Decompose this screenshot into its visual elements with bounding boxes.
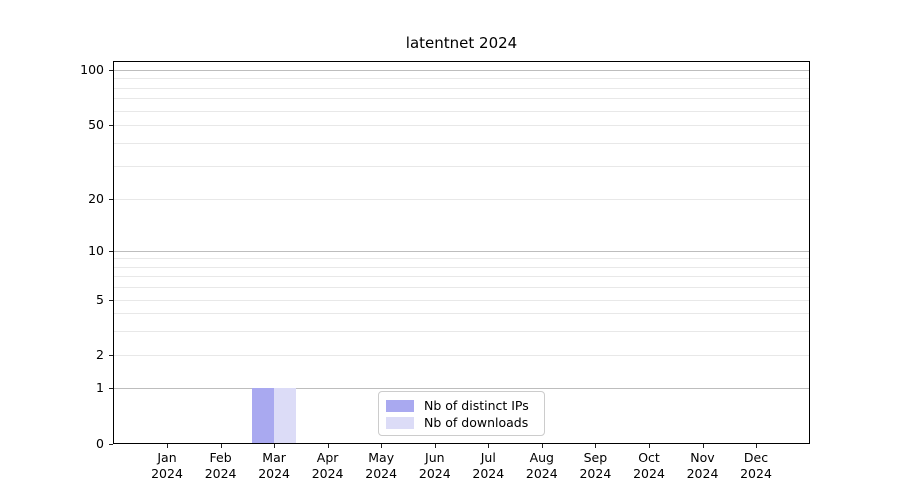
x-tick: [649, 444, 650, 448]
x-tick-label: May 2024: [346, 450, 416, 482]
x-tick-label-year: 2024: [740, 466, 772, 481]
gridline-minor: [114, 87, 809, 89]
y-tick: [109, 355, 113, 356]
y-tick: [109, 300, 113, 301]
y-tick: [109, 251, 113, 252]
y-tick: [109, 125, 113, 126]
x-tick-label: Dec 2024: [721, 450, 791, 482]
y-tick-label: 20: [88, 191, 104, 206]
x-tick-label-year: 2024: [258, 466, 290, 481]
x-tick: [327, 444, 329, 448]
x-tick: [488, 444, 490, 448]
x-tick-label: Apr 2024: [293, 450, 363, 482]
x-tick: [167, 444, 168, 448]
x-tick-label-month: Sep: [583, 450, 608, 465]
gridline-minor: [114, 355, 809, 356]
y-tick-label: 10: [88, 243, 104, 258]
x-tick: [381, 444, 383, 448]
x-tick: [434, 444, 436, 448]
gridline-minor: [114, 330, 809, 332]
gridline-minor: [114, 110, 809, 112]
chart-title: latentnet 2024: [405, 34, 518, 52]
legend-label: Nb of distinct IPs: [424, 398, 529, 413]
y-tick: [109, 199, 113, 200]
y-tick: [109, 388, 113, 389]
gridline-minor: [114, 125, 809, 126]
gridline-minor: [114, 287, 809, 289]
legend-label: Nb of downloads: [424, 415, 529, 430]
x-tick-label: Aug 2024: [507, 450, 577, 482]
y-tick-label: 0: [96, 436, 104, 451]
plot-area: Nb of distinct IPs Nb of downloads: [113, 61, 810, 444]
gridline-minor: [114, 98, 809, 100]
y-tick-label: 100: [80, 62, 104, 77]
x-tick-label-year: 2024: [365, 466, 398, 481]
x-tick-label: Mar 2024: [239, 450, 309, 482]
x-tick-label-year: 2024: [311, 466, 344, 481]
x-tick-label-month: Feb: [209, 450, 232, 465]
legend-item: Nb of downloads: [386, 414, 536, 431]
x-tick-label-month: Aug: [529, 450, 554, 465]
gridline-minor: [114, 166, 809, 168]
legend-item: Nb of distinct IPs: [386, 397, 536, 414]
gridline-minor: [114, 258, 809, 260]
gridline-major: [114, 70, 809, 71]
x-tick-label: Oct 2024: [614, 450, 684, 482]
gridline-major: [114, 251, 809, 252]
y-tick-label: 2: [96, 347, 104, 362]
legend: Nb of distinct IPs Nb of downloads: [378, 391, 545, 436]
bar-nb-of-distinct-ips: [252, 388, 275, 443]
gridline-minor: [114, 266, 809, 268]
x-tick-label-month: Dec: [743, 450, 769, 465]
x-tick-label-year: 2024: [151, 466, 183, 481]
x-tick-label-month: Jan: [157, 450, 177, 465]
x-tick-label-year: 2024: [204, 466, 237, 481]
legend-swatch: [386, 416, 414, 429]
y-tick-label: 1: [96, 380, 104, 395]
x-tick: [541, 444, 543, 448]
y-tick: [109, 444, 113, 445]
y-tick-label: 5: [96, 292, 104, 307]
gridline-minor: [114, 143, 809, 144]
x-tick-label-year: 2024: [633, 466, 665, 481]
x-tick: [220, 444, 222, 448]
legend-swatch: [386, 399, 414, 412]
y-tick-label: 50: [88, 117, 104, 132]
x-tick-label-month: May: [368, 450, 395, 465]
x-tick-label-month: Nov: [690, 450, 715, 465]
x-tick-label-year: 2024: [579, 466, 612, 481]
x-tick-label: Jul 2024: [453, 450, 523, 482]
x-tick: [702, 444, 704, 448]
x-tick-label-month: Jun: [425, 450, 445, 465]
x-tick-label-month: Oct: [638, 450, 660, 465]
gridline-minor: [114, 313, 809, 315]
gridline-minor: [114, 300, 809, 301]
x-tick: [595, 444, 597, 448]
x-tick-label: Jan 2024: [132, 450, 202, 482]
x-tick-label-year: 2024: [525, 466, 558, 481]
x-tick-label: Jun 2024: [400, 450, 470, 482]
x-tick-label-year: 2024: [686, 466, 719, 481]
gridline-minor: [114, 276, 809, 278]
x-tick-label-month: Jul: [480, 450, 496, 465]
x-tick-label-month: Mar: [262, 450, 286, 465]
x-tick-label: Feb 2024: [186, 450, 256, 482]
x-tick: [274, 444, 276, 448]
x-tick-label: Sep 2024: [560, 450, 630, 482]
x-tick-label-year: 2024: [418, 466, 451, 481]
bar-nb-of-downloads: [274, 388, 297, 443]
gridline-minor: [114, 78, 809, 80]
x-tick-label-month: Apr: [316, 450, 339, 465]
x-tick: [756, 444, 757, 448]
x-tick-label: Nov 2024: [668, 450, 738, 482]
x-tick-label-year: 2024: [472, 466, 505, 481]
y-tick: [109, 70, 113, 71]
gridline-minor: [114, 199, 809, 200]
gridline-major: [114, 388, 809, 389]
